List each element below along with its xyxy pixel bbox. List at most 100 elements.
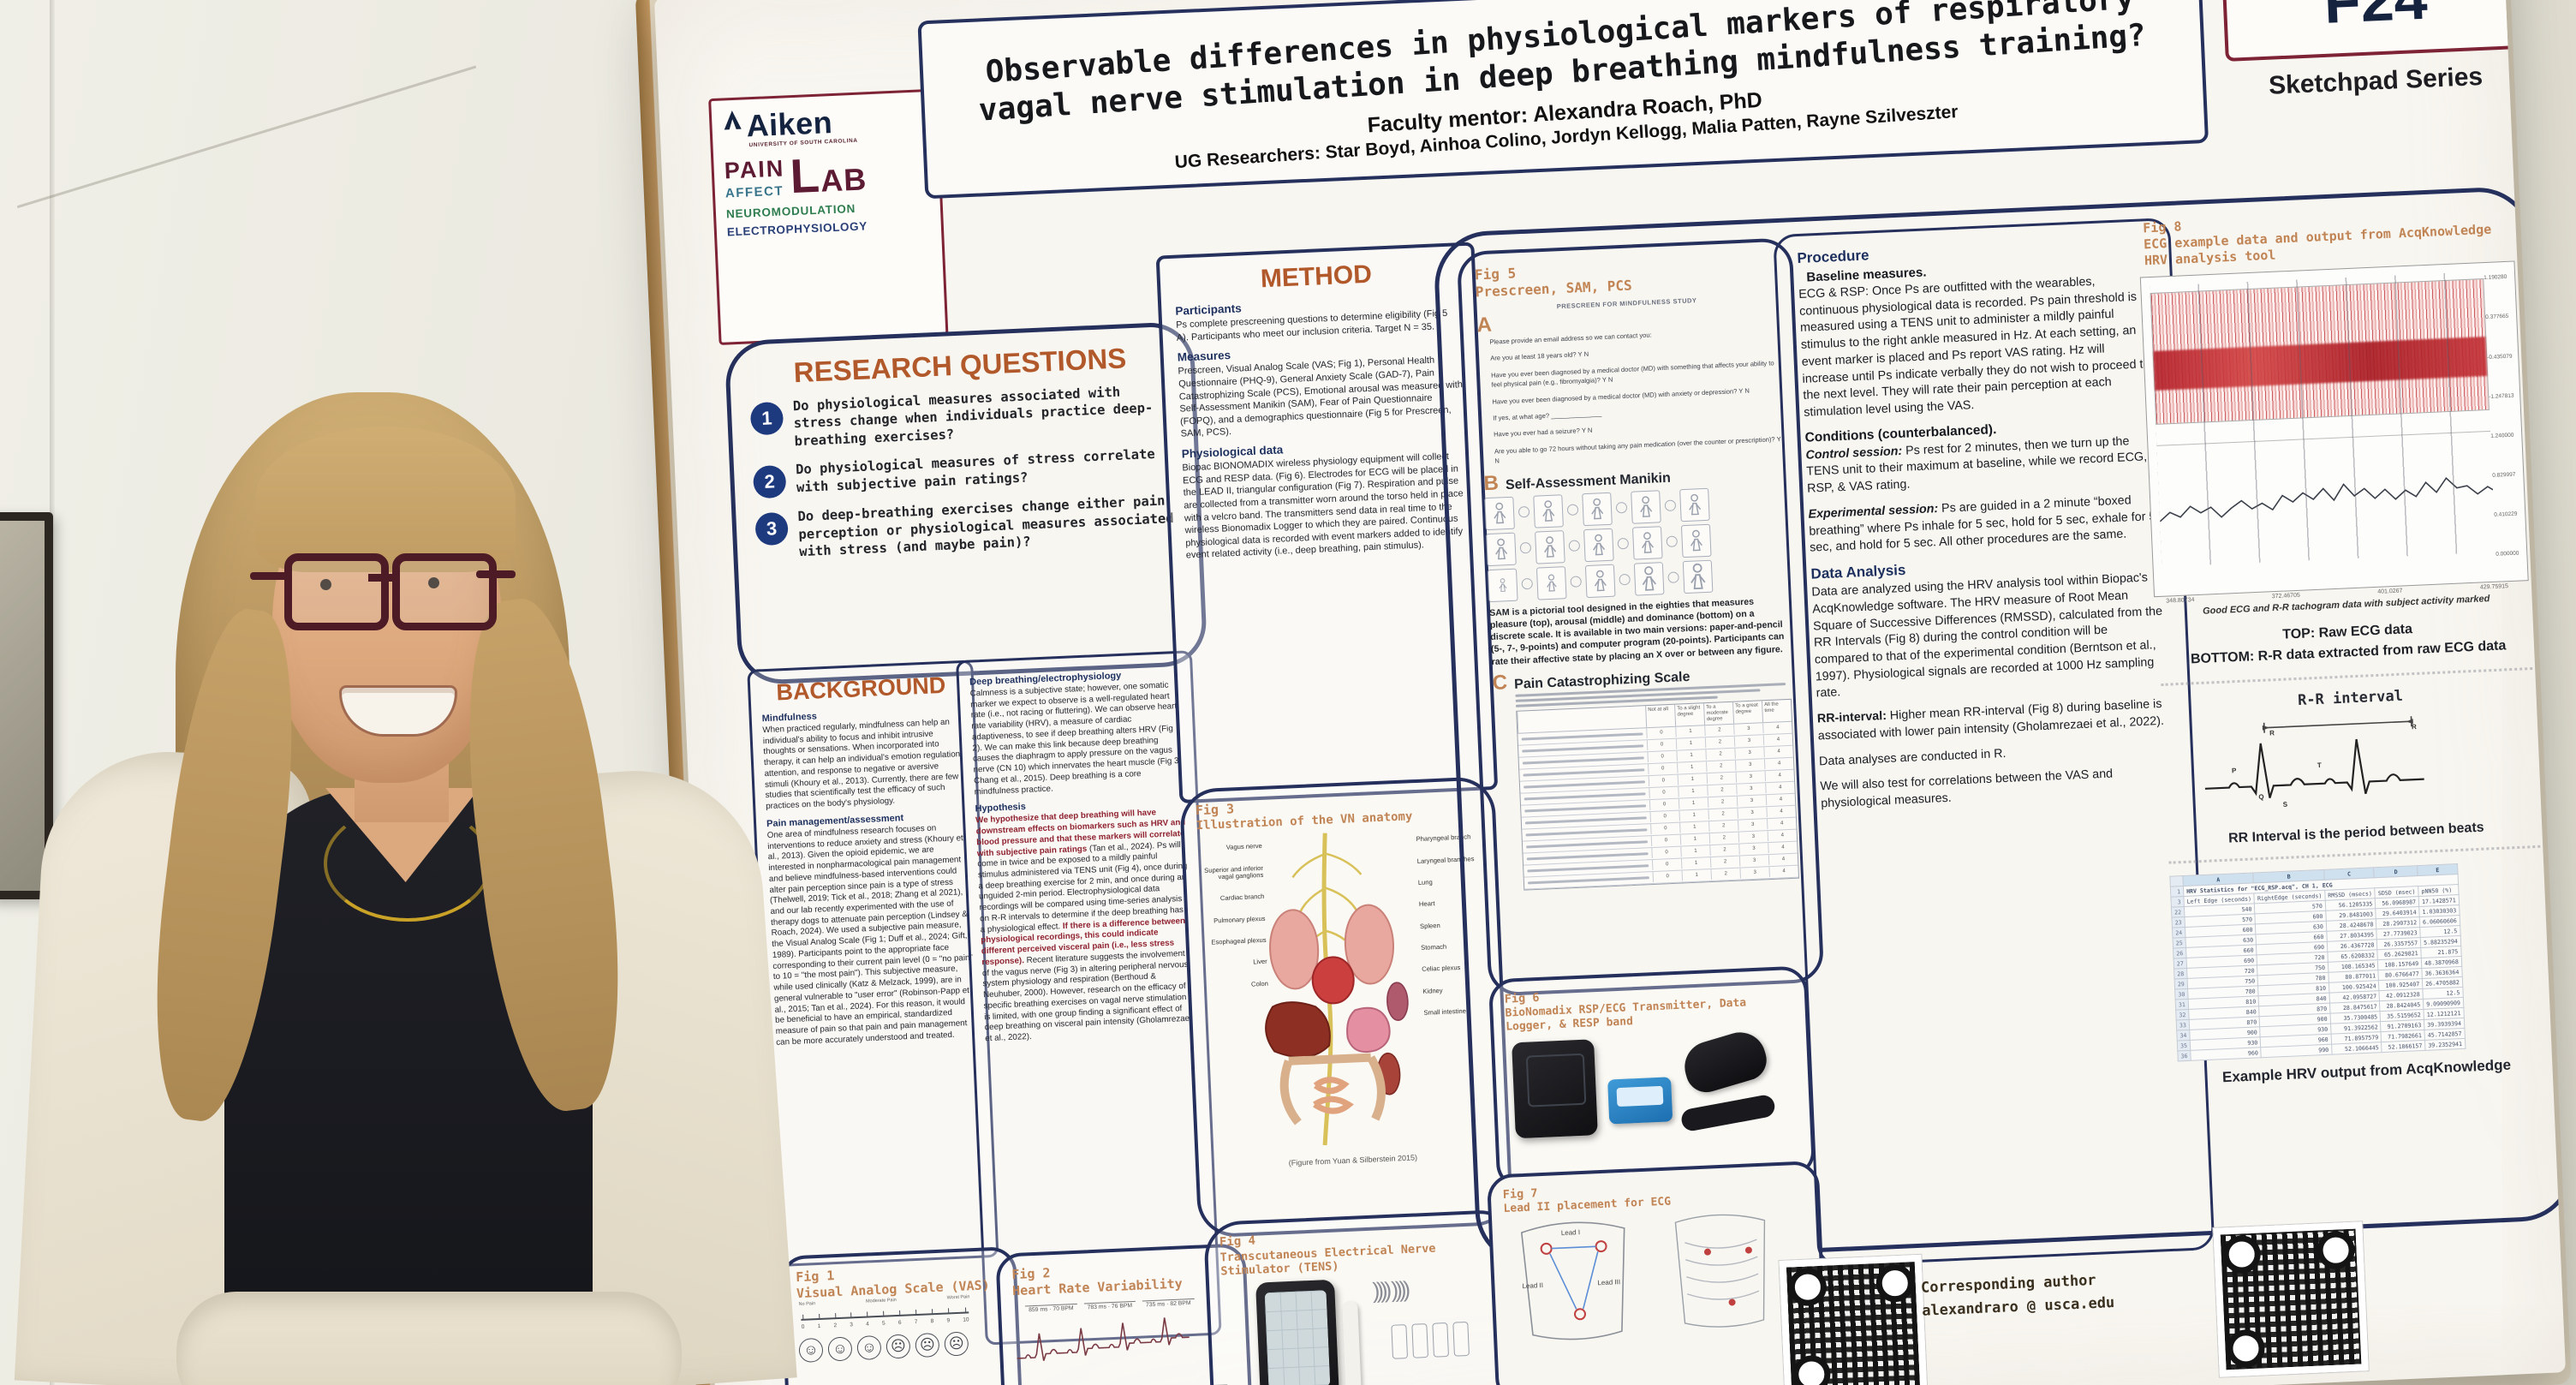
ceiling-edge: [0, 0, 477, 209]
tens-screen: [1264, 1290, 1331, 1385]
fig6-panel: Fig 6 BioNomadix RSP/ECG Transmitter, Da…: [1488, 965, 1816, 1191]
vas-right-label: Worst Pain: [946, 1293, 970, 1300]
anatomy-label: Cardiac branch: [1219, 892, 1265, 903]
anatomy-label: Pulmonary plexus: [1213, 914, 1266, 925]
fig8-caption: ECG example data and output from AcqKnow…: [2143, 221, 2492, 268]
fig4-panel: Fig 4 Transcutaneous Electrical Nerve St…: [1202, 1209, 1528, 1385]
prescreen-question: Are you able to go 72 hours without taki…: [1494, 434, 1781, 465]
pcs-statement-bar: [1523, 768, 1645, 777]
velcro-strap: [1679, 1094, 1777, 1133]
torso-diagram: [1520, 1214, 1766, 1340]
pcs-col: To a slight degree: [1674, 703, 1705, 726]
vas-tick: 6: [898, 1316, 902, 1325]
person: [0, 325, 839, 1385]
section-c-letter: C: [1492, 671, 1508, 695]
glasses-arm: [250, 572, 288, 580]
rr-interval-text: RR-interval: Higher mean RR-interval (Fi…: [1817, 696, 2169, 745]
rr-interval-lead: RR-interval:: [1816, 709, 1887, 726]
person-necklace: [324, 805, 492, 922]
x-tick: 429.75915: [2479, 583, 2509, 591]
pcs-col: All the time: [1761, 699, 1792, 722]
pcs-statement-bar: [1526, 839, 1649, 849]
wall-picture: [0, 521, 45, 891]
electrode-pad: [1432, 1322, 1450, 1358]
ecg-trace: [1017, 1316, 1190, 1361]
x-tick: 401.0267: [2377, 588, 2403, 596]
rr-interval-diagram: P Q R S T R: [2197, 701, 2510, 830]
poster-code: F24: [2323, 0, 2429, 36]
glasses-bridge: [368, 574, 397, 582]
pcs-col: Not at all: [1645, 704, 1676, 727]
face-icon: ☺: [856, 1334, 882, 1360]
bottom-label: BOTTOM: R-R data extracted from raw ECG …: [2190, 638, 2507, 667]
glasses: [392, 553, 497, 630]
anatomy-figure: [1265, 833, 1409, 1146]
deep-breathing-text: Calmness is a subjective state; however,…: [969, 680, 1182, 797]
lead-label: Lead III: [1597, 1278, 1621, 1287]
tens-stylus: [1342, 1300, 1362, 1385]
pcs-statement-bar: [1522, 744, 1644, 753]
lead-label: Lead II: [1522, 1281, 1544, 1291]
rr-diagram-trace: [2204, 716, 2424, 799]
vas-tick: 8: [930, 1315, 933, 1324]
glasses: [284, 553, 389, 630]
poster-code-box: F24: [2221, 0, 2531, 62]
anatomy-label: Esophageal plexus: [1211, 935, 1267, 946]
measures-text: Prescreen, Visual Analog Scale (VAS; Fig…: [1178, 355, 1464, 439]
hypothesis-text: We hypothesize that deep breathing will …: [975, 807, 1196, 1045]
pcs-statement-bar: [1524, 779, 1646, 789]
lab-logo: Aiken UNIVERSITY OF SOUTH CAROLINA PAIN …: [708, 88, 949, 345]
corresponding-author-block: Corresponding author alexandraro @ usca.…: [1920, 1264, 2213, 1323]
correlations-text: We will also test for correlations betwe…: [1820, 767, 2114, 811]
physiological-data-text: Biopac BIONOMADIX wireless physiology eq…: [1182, 451, 1464, 561]
question-text: Do deep-breathing exercises change eithe…: [797, 493, 1175, 560]
electrode-pad: [1391, 1324, 1409, 1360]
event-marker-lines: [2150, 272, 2496, 568]
bionomadix-transmitter: [1512, 1039, 1598, 1139]
poster-sheet: Aiken UNIVERSITY OF SOUTH CAROLINA PAIN …: [653, 0, 2567, 1385]
baseline-text: ECG & RSP: Once Ps are outfitted with th…: [1798, 274, 2150, 420]
vas-tick: 9: [946, 1314, 950, 1323]
x-tick: 372.46705: [2271, 593, 2301, 600]
poster-title-box: Observable differences in physiological …: [917, 0, 2209, 200]
vas-tick: 4: [866, 1317, 869, 1327]
tens-device-figure: )))) )))): [1221, 1272, 1509, 1385]
face-icon: ☹: [944, 1330, 969, 1357]
person-crossed-arms: [176, 1292, 682, 1385]
hrv-rows: 22 540 570 56.1205335 56.0968987 17.1428571 2…: [2171, 894, 2466, 1062]
anatomy-label: Superior and inferior vagal ganglions: [1203, 863, 1264, 881]
pcs-statement-bar: [1524, 803, 1647, 813]
question-text: Do physiological measures of stress corr…: [795, 446, 1156, 496]
pcs-statement-bar: [1525, 827, 1648, 837]
face-icon: ☹: [915, 1332, 940, 1358]
pcs-statement-bar: [1524, 791, 1646, 801]
face-icon: ☹: [886, 1333, 911, 1359]
center-panel-group: Fig 5 Prescreen, SAM, PCS PRESCREEN FOR …: [1432, 185, 2567, 1385]
bionomadix-devices: [1506, 1026, 1798, 1151]
experimental-session-lead: Experimental session:: [1808, 502, 1939, 522]
fig3-panel: Fig 3 Illustration of the VN anatomy: [1178, 776, 1514, 1239]
fig8-top-bottom-labels: TOP: Raw ECG data BOTTOM: R-R data extra…: [2156, 614, 2541, 672]
pcs-statement-bar: [1521, 732, 1643, 741]
person-eye: [320, 579, 331, 590]
sam-note: SAM is a pictorial tool designed in the …: [1488, 596, 1785, 667]
tens-wires: )))) )))): [1371, 1276, 1408, 1304]
wall-picture-frame: [0, 512, 53, 899]
data-analysis-text: Data are analyzed using the HRV analysis…: [1811, 570, 2163, 701]
university-brand: Aiken: [745, 104, 833, 144]
control-session-lead: Control session:: [1805, 444, 1903, 463]
vas-tick: 3: [850, 1318, 853, 1328]
person-smile: [339, 685, 457, 737]
data-logger: [1607, 1077, 1673, 1125]
pcs-statement-bar: [1527, 863, 1649, 873]
lab-word-pain: PAIN: [724, 155, 785, 184]
prescreen-question: Have you ever been diagnosed by a medica…: [1490, 359, 1774, 389]
person-eye: [428, 577, 439, 588]
method-title: METHOD: [1260, 260, 1373, 294]
pcs-col: To a great degree: [1732, 701, 1763, 724]
vas-tick: 5: [882, 1316, 886, 1326]
tens-unit: [1255, 1279, 1340, 1385]
person-hair-fringe: [255, 427, 516, 572]
